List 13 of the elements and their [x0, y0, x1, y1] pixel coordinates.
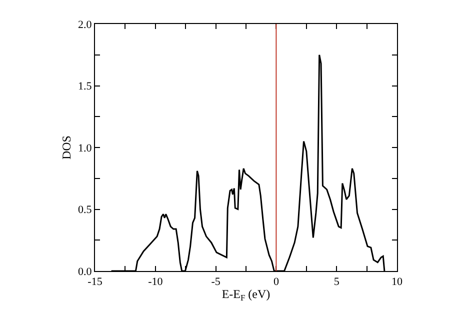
x-tick-label: -5 — [211, 276, 221, 288]
y-tick-label: 0.0 — [78, 266, 92, 278]
x-tick-label: 0 — [273, 276, 280, 288]
x-axis-title: E-E$_{F}$ (eV) — [222, 287, 270, 303]
y-axis-title: DOS — [59, 135, 74, 160]
x-tick-label: -10 — [148, 276, 164, 288]
x-tick-label: 10 — [392, 276, 403, 288]
x-tick-label: -15 — [88, 276, 103, 288]
x-tick-label: 5 — [334, 276, 340, 288]
y-tick-label: 2.0 — [78, 18, 92, 31]
y-tick-label: 1.5 — [78, 80, 92, 93]
y-tick-label: 1.0 — [78, 142, 92, 154]
y-tick-label: 0.5 — [78, 204, 92, 216]
